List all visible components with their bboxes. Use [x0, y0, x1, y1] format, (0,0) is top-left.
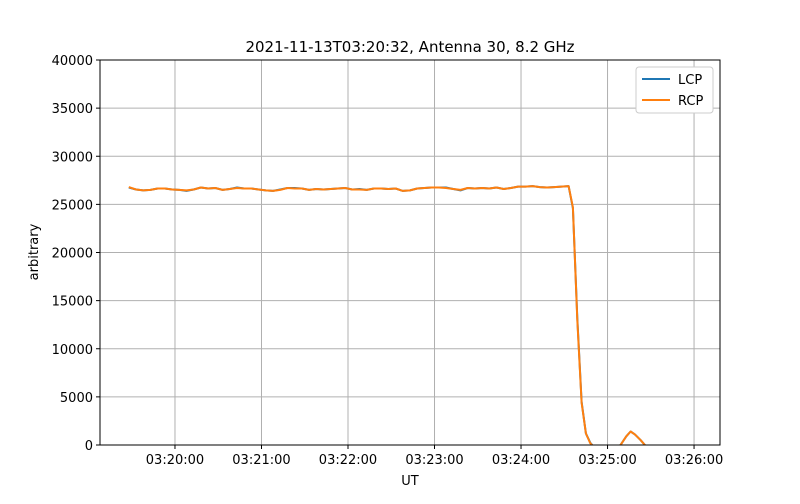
y-tick-label: 10000: [52, 343, 93, 358]
series-lines: [128, 185, 647, 445]
legend-label-lcp: LCP: [678, 73, 702, 88]
y-tick-label: 35000: [52, 102, 93, 117]
y-axis-label: arbitrary: [27, 223, 42, 280]
y-tick-label: 20000: [52, 247, 93, 262]
y-tick-label: 0: [85, 439, 93, 454]
y-tick-label: 30000: [52, 150, 93, 165]
x-axis-ticks: 03:20:00 03:21:00 03:22:00 03:23:00 03:24:00…: [146, 445, 723, 468]
y-tick-label: 25000: [52, 198, 93, 213]
x-tick-label: 03:26:00: [665, 453, 723, 468]
y-axis-ticks: 0 5000 10000 15000 20000 25000 30000 35000 40000: [52, 54, 100, 454]
x-tick-label: 03:23:00: [405, 453, 463, 468]
x-axis-label: UT: [401, 474, 419, 489]
series-line-lcp: [128, 185, 647, 445]
x-tick-label: 03:25:00: [578, 453, 636, 468]
y-tick-label: 15000: [52, 295, 93, 310]
x-tick-label: 03:24:00: [492, 453, 550, 468]
y-tick-label: 40000: [52, 54, 93, 69]
y-tick-label: 5000: [60, 391, 93, 406]
grid: [100, 59, 720, 446]
x-tick-label: 03:21:00: [232, 453, 290, 468]
legend: LCP RCP: [635, 66, 714, 114]
x-tick-label: 03:22:00: [319, 453, 377, 468]
legend-label-rcp: RCP: [678, 94, 703, 109]
series-line-rcp: [128, 185, 647, 445]
x-tick-label: 03:20:00: [146, 453, 204, 468]
chart-title: 2021-11-13T03:20:32, Antenna 30, 8.2 GHz: [245, 38, 574, 56]
